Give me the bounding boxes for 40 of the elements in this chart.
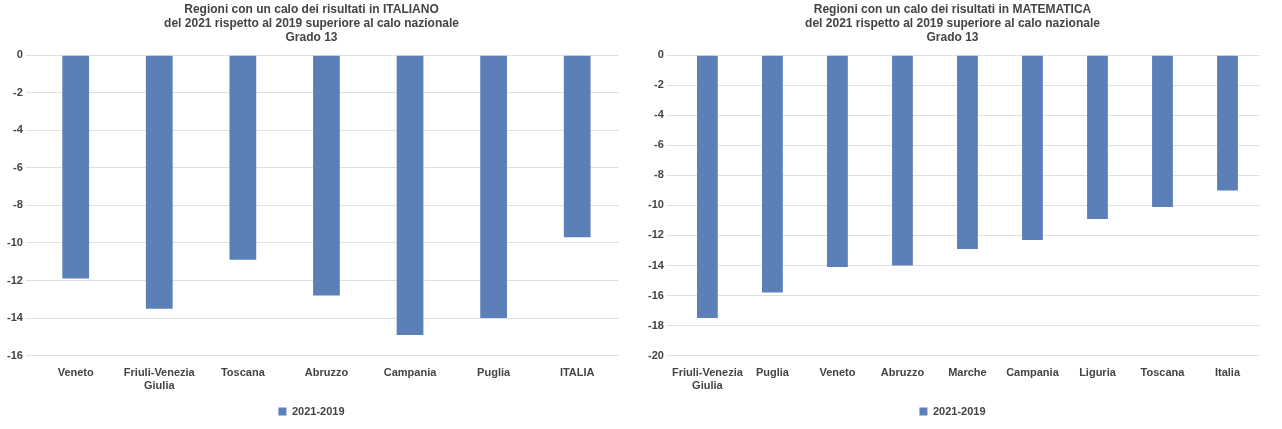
x-tick-label: Friuli-Venezia Giulia: [123, 366, 196, 392]
x-tick-label: Liguria: [1079, 366, 1117, 379]
chart-title: Regioni con un calo dei risultati in MATEMATICA del 2021 rispetto al 2019 superiore al calo nazionale Grado 13: [805, 1, 1101, 45]
x-tick-label: Campania: [1006, 366, 1060, 379]
y-tick-label: -8: [654, 168, 664, 181]
x-tick-label: Campania: [383, 366, 438, 379]
y-tick-label: 0: [16, 48, 23, 61]
x-tick-label: Puglia: [755, 366, 790, 379]
y-tick-label: -4: [13, 123, 24, 136]
y-tick-label: -2: [13, 85, 23, 98]
y-tick-label: -6: [654, 138, 664, 151]
y-tick-label: -12: [6, 273, 23, 286]
legend-label: 2021-2019: [291, 404, 345, 417]
legend-label: 2021-2019: [932, 404, 986, 417]
y-tick-label: -14: [647, 258, 665, 271]
y-tick-label: -10: [647, 198, 664, 211]
y-tick-label: -18: [647, 318, 664, 331]
x-tick-label: Friuli-Venezia Giulia: [671, 366, 744, 392]
x-tick-label: Veneto: [819, 366, 856, 379]
y-tick-label: -14: [6, 311, 24, 324]
chart-title: Regioni con un calo dei risultati in ITALIANO del 2021 rispetto al 2019 superiore al calo nazionale Grado 13: [164, 1, 460, 45]
x-tick-label: Abruzzo: [304, 366, 349, 379]
x-tick-label: Puglia: [477, 366, 511, 379]
y-tick-label: 0: [657, 48, 664, 61]
x-tick-label: Toscana: [220, 366, 266, 379]
x-tick-label: Marche: [948, 366, 987, 379]
y-tick-label: -4: [654, 108, 665, 121]
x-tick-label: Abruzzo: [880, 366, 925, 379]
x-tick-label: Toscana: [1140, 366, 1186, 379]
y-tick-label: -8: [13, 198, 23, 211]
y-tick-label: -2: [654, 78, 664, 91]
y-tick-label: -20: [647, 348, 664, 361]
y-tick-label: -12: [647, 228, 664, 241]
x-tick-label: ITALIA: [559, 366, 595, 379]
y-tick-label: -16: [6, 348, 23, 361]
x-tick-label: Veneto: [57, 366, 94, 379]
y-tick-label: -16: [647, 288, 664, 301]
y-tick-label: -10: [6, 235, 23, 248]
y-tick-label: -6: [13, 160, 23, 173]
x-tick-label: Italia: [1214, 366, 1241, 379]
